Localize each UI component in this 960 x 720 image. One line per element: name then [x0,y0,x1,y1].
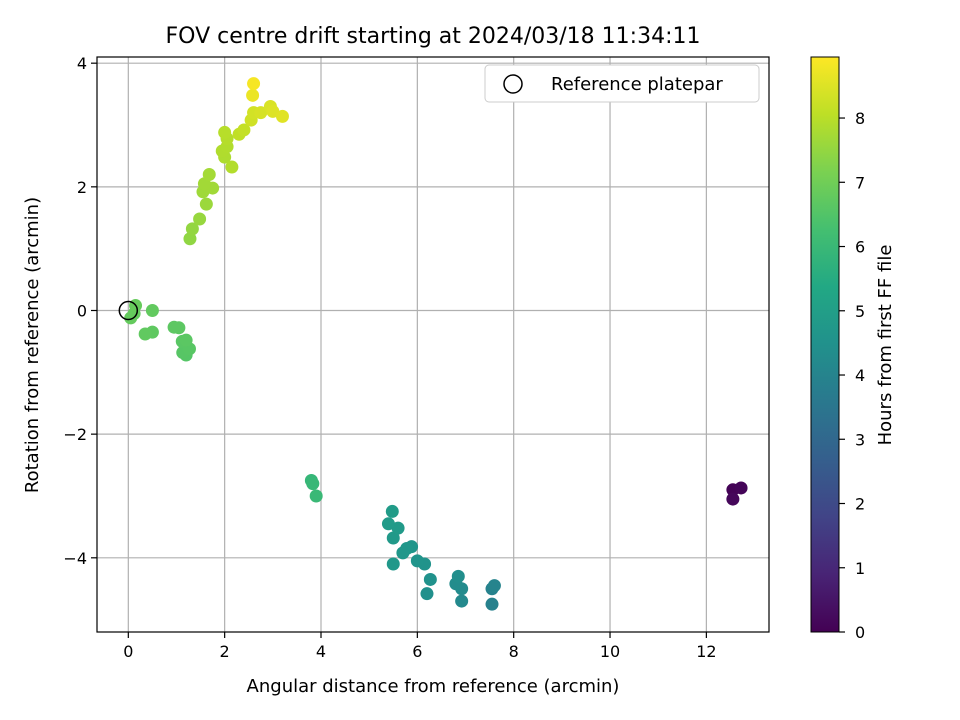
y-tick-label: 0 [77,301,87,320]
x-tick-label: 10 [600,642,620,661]
scatter-point [183,232,197,246]
colorbar-tick-label: 4 [855,366,865,385]
scatter-point [275,109,289,123]
scatter-point [145,303,159,317]
scatter-point [193,212,207,226]
scatter-point [246,88,260,102]
y-tick-label: 4 [77,54,87,73]
colorbar-frame [810,56,840,633]
colorbar-tick-label: 3 [855,430,865,449]
legend: Reference platepar [484,64,760,103]
colorbar-gradient [811,57,839,632]
scatter-point [385,504,399,518]
x-axis-ticks: 0 2 4 6 8 10 12 [123,632,717,661]
scatter-points [124,77,748,611]
colorbar-tick-label: 2 [855,495,865,514]
scatter-point [185,222,199,236]
plot-area: 0 2 4 6 8 10 12 −4 −2 0 2 4 [63,54,770,661]
scatter-point [254,106,268,120]
y-axis-ticks: −4 −2 0 2 4 [63,54,97,568]
scatter-point [451,569,465,583]
colorbar-tick-label: 0 [855,623,865,642]
scatter-point [202,167,216,181]
colorbar-tick-label: 7 [855,173,865,192]
scatter-point [266,104,280,118]
legend-marker-icon [503,74,523,94]
y-tick-label: −4 [63,549,87,568]
scatter-point [309,489,323,503]
x-tick-label: 12 [696,642,716,661]
scatter-point [381,517,395,531]
colorbar-tick-label: 5 [855,302,865,321]
x-tick-label: 6 [412,642,422,661]
scatter-point [386,531,400,545]
colorbar-tick-label: 8 [855,109,865,128]
legend-box [484,64,760,103]
scatter-point [199,197,213,211]
colorbar: 0 1 2 3 4 5 6 7 8 Hours from first FF file [810,56,896,642]
scatter-point [386,557,400,571]
plot-frame [96,56,770,633]
x-tick-label: 0 [123,642,133,661]
scatter-point [726,492,740,506]
scatter-point [734,481,748,495]
x-tick-label: 4 [316,642,326,661]
scatter-point [179,333,193,347]
scatter-point [485,597,499,611]
colorbar-tick-label: 1 [855,559,865,578]
scatter-point [218,125,232,139]
scatter-point [420,587,434,601]
grid [97,57,769,632]
scatter-point [423,572,437,586]
x-tick-label: 2 [220,642,230,661]
x-tick-label: 8 [509,642,519,661]
y-tick-label: 2 [77,178,87,197]
colorbar-tick-label: 6 [855,238,865,257]
chart-title: FOV centre drift starting at 2024/03/18 … [166,24,701,49]
legend-entry-label: Reference platepar [551,74,723,95]
scatter-point [237,123,251,137]
y-tick-label: −2 [63,425,87,444]
scatter-point [487,579,501,593]
scatter-point [306,477,320,491]
scatter-point [410,554,424,568]
x-axis-label: Angular distance from reference (arcmin) [247,676,620,697]
scatter-point [396,546,410,560]
scatter-point [455,594,469,608]
scatter-point [225,160,239,174]
scatter-point [167,320,181,334]
y-axis-label: Rotation from reference (arcmin) [22,197,43,493]
scatter-point [247,77,261,91]
colorbar-ticks: 0 1 2 3 4 5 6 7 8 [839,109,865,642]
colorbar-label: Hours from first FF file [875,245,896,446]
scatter-point [138,327,152,341]
reference-platepar-marker [118,300,139,321]
